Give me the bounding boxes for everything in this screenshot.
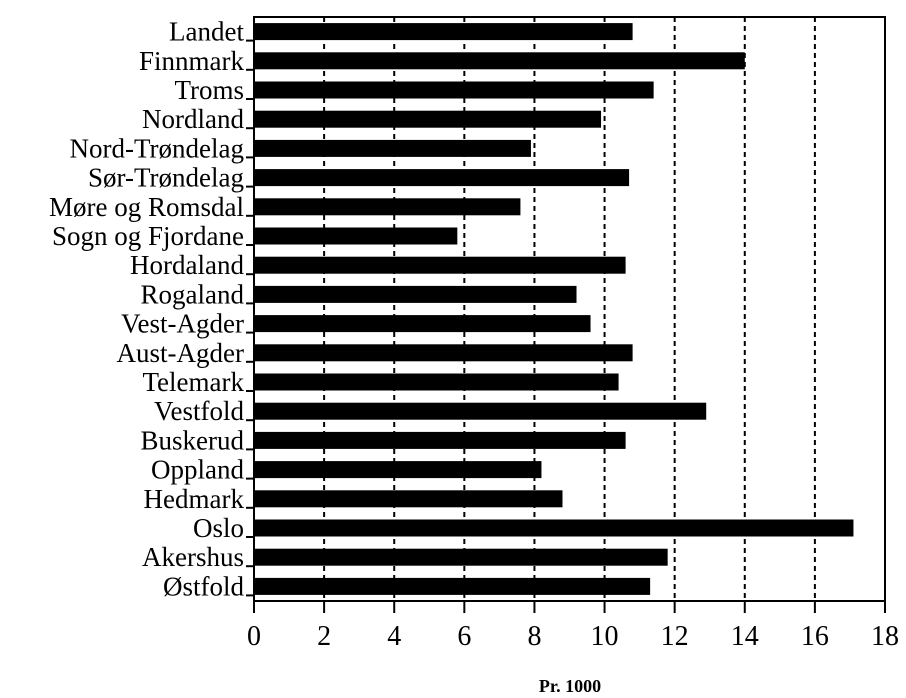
category-label: Oslo <box>193 513 244 543</box>
bar <box>254 577 651 595</box>
bar <box>254 139 531 157</box>
x-tick-label: 6 <box>457 621 471 652</box>
category-label: Troms <box>174 75 244 105</box>
bar <box>254 490 563 508</box>
x-tick-label: 4 <box>387 621 401 652</box>
plot-frame <box>253 16 886 602</box>
x-tick-label: 0 <box>247 621 261 652</box>
bar <box>254 431 626 449</box>
bar <box>254 461 542 479</box>
bar <box>254 23 633 41</box>
bar <box>254 315 591 333</box>
category-label: Østfold <box>163 571 245 601</box>
bars <box>254 23 854 595</box>
bar <box>254 256 626 274</box>
category-label: Nord-Trøndelag <box>70 133 245 163</box>
bar <box>254 52 745 70</box>
x-tick-label: 2 <box>317 621 331 652</box>
category-label: Oppland <box>151 455 244 485</box>
category-label: Akershus <box>142 542 244 572</box>
bar <box>254 81 654 99</box>
category-label: Aust-Agder <box>117 338 244 368</box>
gridlines <box>323 17 816 601</box>
category-label: Sogn og Fjordane <box>52 221 244 251</box>
category-labels: LandetFinnmarkTromsNordlandNord-Trøndela… <box>49 17 254 601</box>
x-tick-label: 8 <box>527 621 541 652</box>
bar <box>254 285 577 303</box>
category-label: Buskerud <box>141 425 245 455</box>
x-ticks: 0 2 4 6 8 10 12 14 16 18 <box>247 601 899 652</box>
category-label: Møre og Romsdal <box>49 192 244 222</box>
bar <box>254 373 619 391</box>
category-label: Telemark <box>142 367 244 397</box>
x-tick-label: 12 <box>661 621 689 652</box>
category-label: Landet <box>169 17 244 47</box>
bar <box>254 548 668 566</box>
category-label: Hedmark <box>144 484 245 514</box>
bar <box>254 169 630 187</box>
bar <box>254 198 521 216</box>
category-label: Rogaland <box>141 279 245 309</box>
x-tick-label: 10 <box>591 621 619 652</box>
bar <box>254 519 854 537</box>
category-label: Sør-Trøndelag <box>88 163 244 193</box>
category-label: Nordland <box>142 104 244 134</box>
x-tick-label: 16 <box>801 621 829 652</box>
x-tick-label: 14 <box>731 621 759 652</box>
category-label: Vest-Agder <box>121 309 244 339</box>
category-label: Vestfold <box>154 396 244 426</box>
bar <box>254 402 707 420</box>
bar <box>254 227 458 245</box>
category-label: Hordaland <box>130 250 244 280</box>
x-tick-label: 18 <box>871 621 899 652</box>
x-axis-label: Pr. 1000 <box>539 676 601 696</box>
category-label: Finnmark <box>139 46 244 76</box>
bar <box>254 344 633 362</box>
bar <box>254 110 602 128</box>
